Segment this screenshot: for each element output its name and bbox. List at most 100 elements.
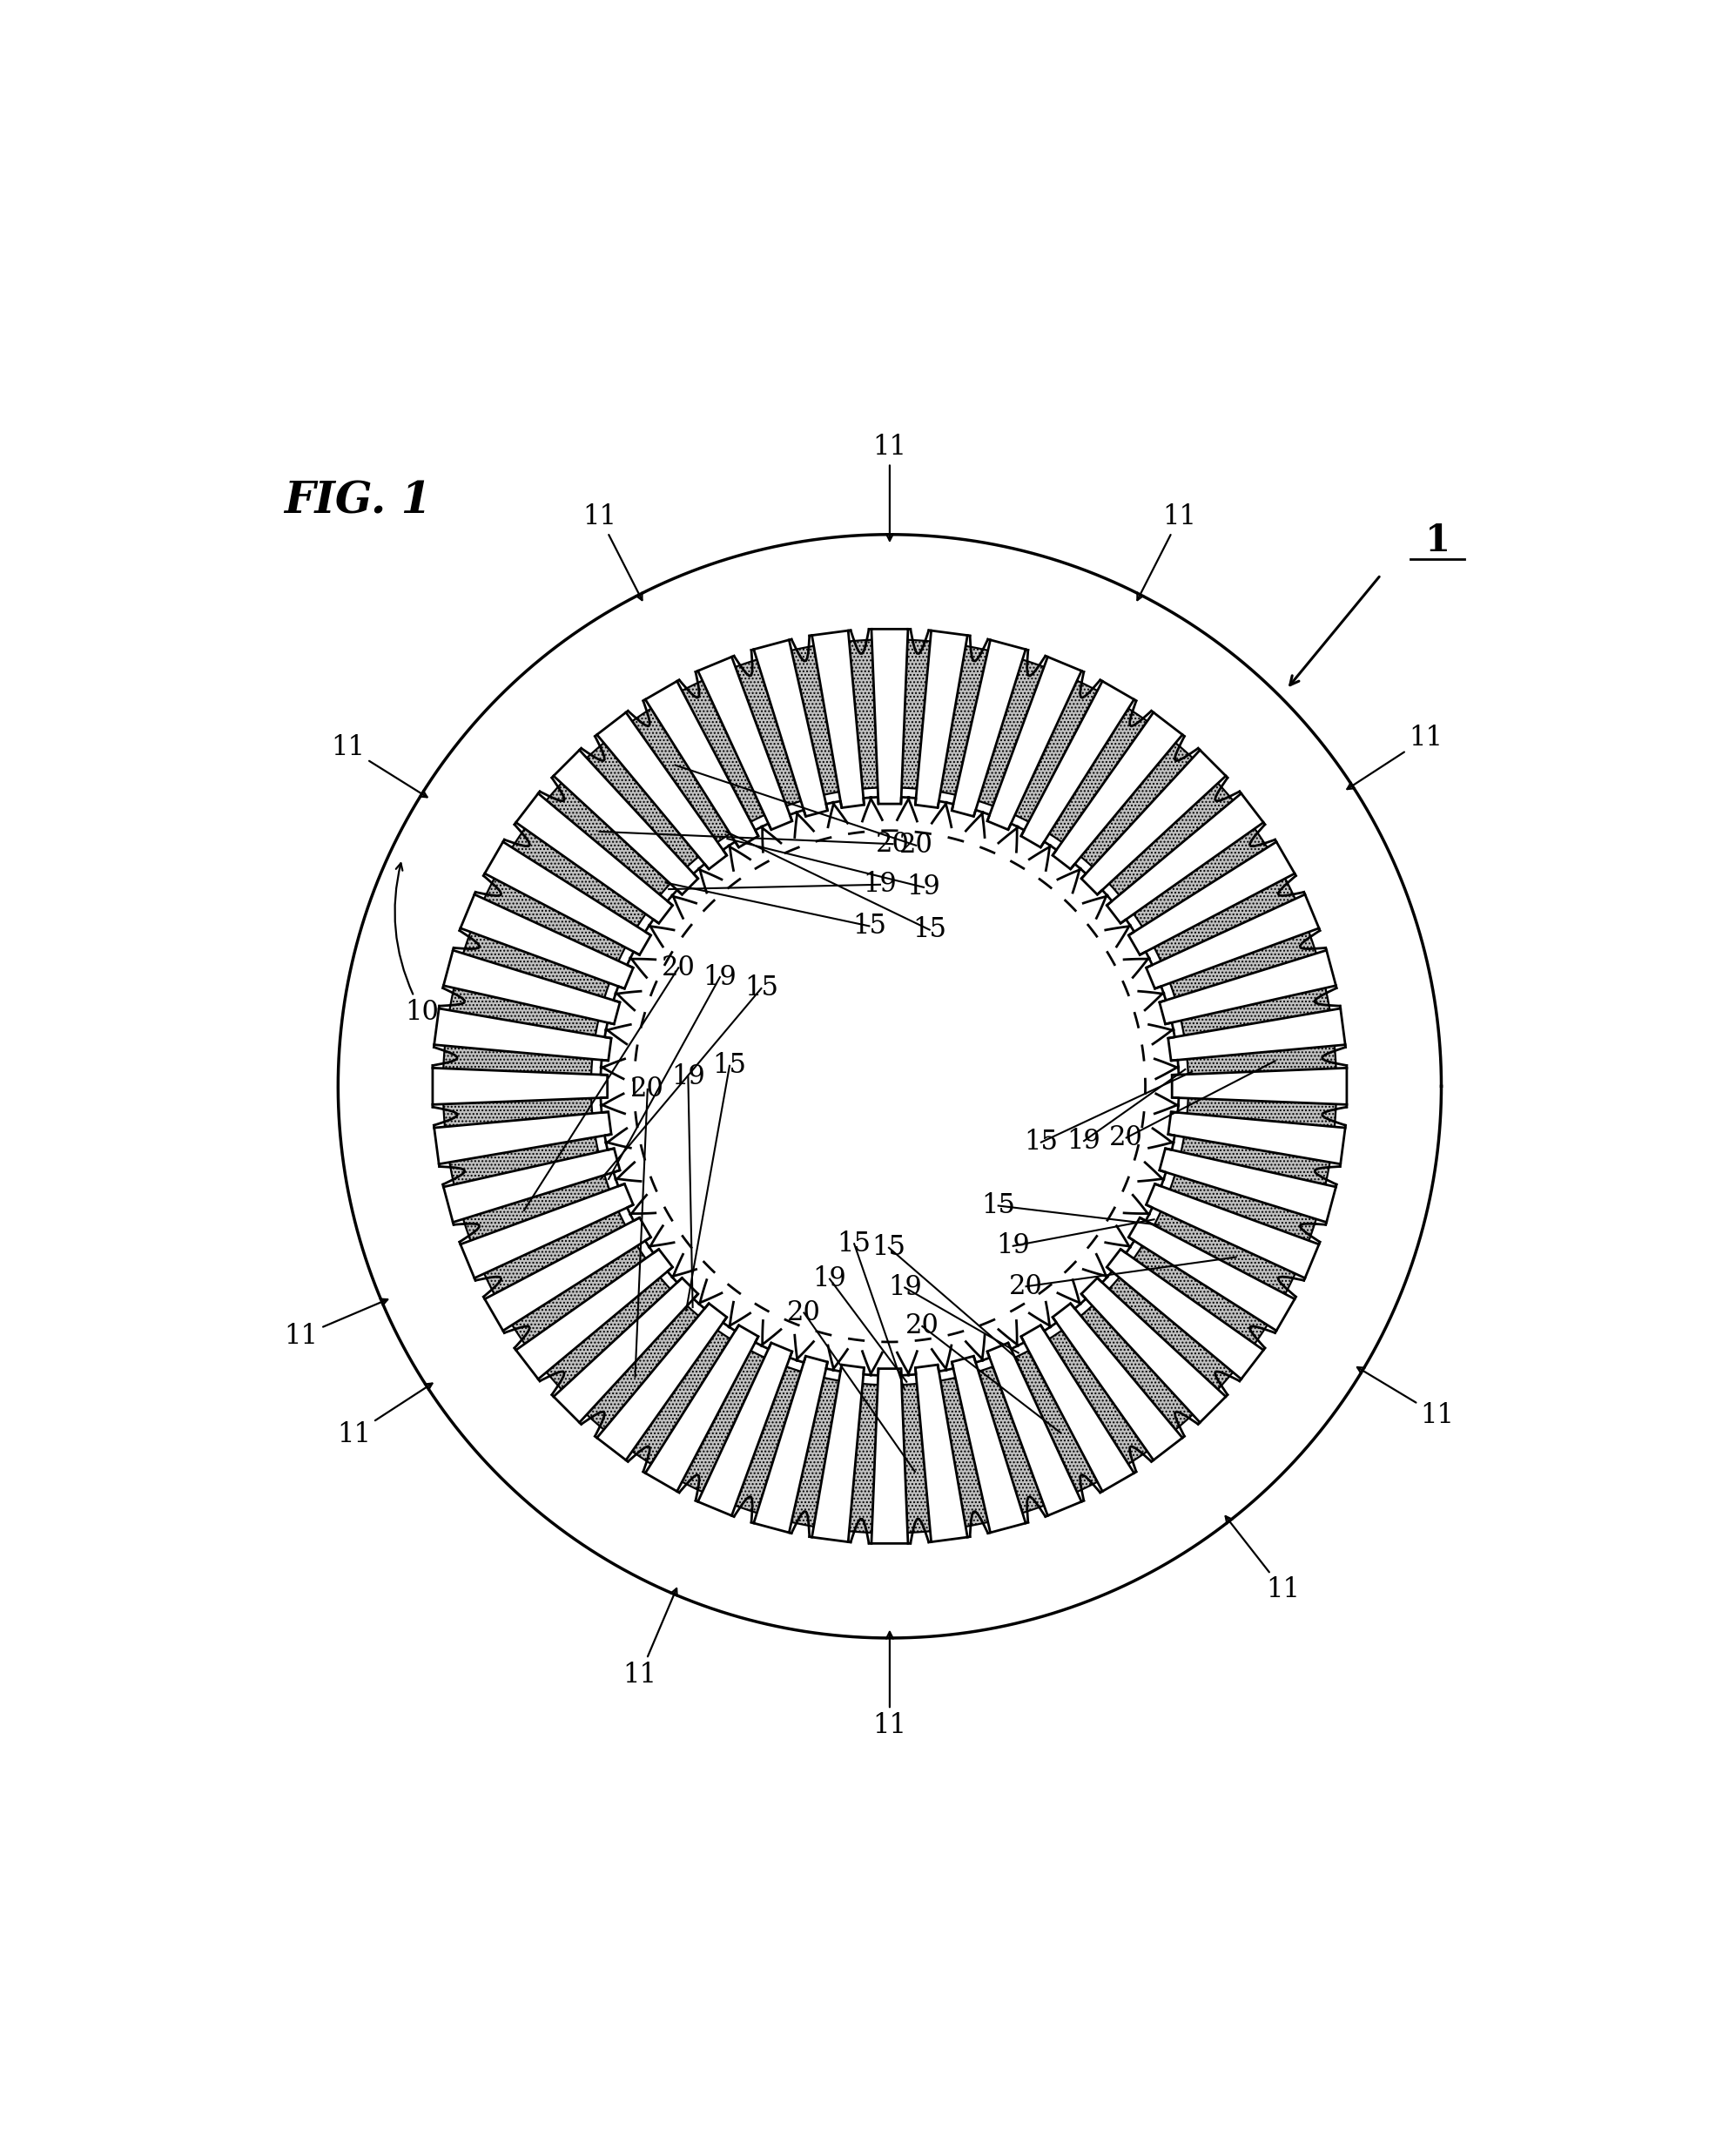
Polygon shape [1168,1112,1345,1164]
Polygon shape [951,1355,1026,1534]
Polygon shape [1180,987,1330,1037]
Text: 20: 20 [899,832,932,858]
Polygon shape [812,630,865,809]
Polygon shape [1014,680,1099,822]
Polygon shape [516,1250,672,1379]
Polygon shape [1082,751,1226,895]
Polygon shape [977,660,1045,807]
Text: 20: 20 [877,830,910,858]
Polygon shape [443,1097,592,1127]
Text: 11: 11 [1226,1516,1300,1602]
Polygon shape [1052,712,1182,869]
Polygon shape [554,751,698,895]
Text: 11: 11 [623,1587,677,1689]
Text: 15: 15 [871,1235,906,1260]
Polygon shape [1080,1306,1193,1430]
Polygon shape [1021,682,1134,847]
Text: 20: 20 [630,1076,665,1103]
Text: 11: 11 [332,733,427,798]
Polygon shape [432,1067,608,1106]
Polygon shape [734,1366,802,1512]
Polygon shape [681,680,766,822]
Text: 11: 11 [285,1299,387,1349]
Polygon shape [847,1383,878,1534]
Polygon shape [512,828,646,927]
Polygon shape [871,1368,908,1544]
Polygon shape [698,1342,792,1516]
Polygon shape [1187,1045,1337,1076]
Polygon shape [1052,1304,1182,1461]
Polygon shape [545,1278,670,1390]
Polygon shape [646,1325,759,1491]
Polygon shape [1014,1351,1099,1493]
Polygon shape [1180,1136,1330,1185]
Polygon shape [646,682,759,847]
Polygon shape [443,951,620,1024]
Text: 20: 20 [1109,1125,1144,1151]
Polygon shape [1082,1278,1226,1422]
Text: 19: 19 [906,873,941,901]
Polygon shape [1146,1183,1319,1278]
Polygon shape [901,639,932,789]
Polygon shape [1134,828,1267,927]
Polygon shape [790,1377,840,1527]
Polygon shape [434,1009,611,1060]
Polygon shape [847,639,878,789]
Polygon shape [1154,878,1295,961]
Text: 19: 19 [863,871,898,899]
Text: 20: 20 [786,1299,821,1327]
Text: 15: 15 [837,1230,871,1258]
Polygon shape [339,533,1441,1639]
Polygon shape [597,712,727,869]
Polygon shape [1109,783,1234,895]
Polygon shape [545,783,670,895]
Polygon shape [484,878,625,961]
Polygon shape [460,895,634,989]
Text: 19: 19 [703,964,736,992]
Polygon shape [812,1364,865,1542]
Polygon shape [554,1278,698,1422]
Polygon shape [460,1183,634,1278]
Polygon shape [1080,742,1193,867]
Text: 20: 20 [1009,1273,1043,1299]
Polygon shape [484,841,651,955]
Text: 11: 11 [583,503,642,600]
Polygon shape [939,1377,990,1527]
Text: 19: 19 [1068,1127,1101,1155]
Text: 19: 19 [672,1063,705,1091]
Polygon shape [464,931,609,998]
Text: 15: 15 [852,912,885,940]
Polygon shape [988,1342,1082,1516]
Polygon shape [1172,1067,1347,1106]
Polygon shape [516,794,672,923]
Polygon shape [450,1136,599,1185]
Polygon shape [1049,708,1147,843]
Text: 15: 15 [981,1192,1016,1220]
Polygon shape [698,656,792,830]
Polygon shape [1049,1329,1147,1465]
Text: 11: 11 [1137,503,1196,600]
Polygon shape [1134,1245,1267,1344]
Text: 1: 1 [1425,523,1450,559]
Polygon shape [484,1217,651,1331]
Polygon shape [587,1306,700,1430]
Polygon shape [1128,1217,1295,1331]
Polygon shape [753,1355,828,1534]
Text: FIG. 1: FIG. 1 [285,480,432,523]
Polygon shape [1108,794,1264,923]
Polygon shape [1170,1174,1316,1241]
Polygon shape [450,987,599,1037]
Polygon shape [434,1112,611,1164]
Polygon shape [443,1149,620,1222]
Text: 19: 19 [812,1265,847,1293]
Text: 15: 15 [745,974,778,1002]
Text: 20: 20 [906,1312,939,1340]
Polygon shape [443,1045,592,1076]
Polygon shape [632,708,731,843]
Text: 10: 10 [394,863,439,1026]
Text: 11: 11 [873,1633,906,1738]
Polygon shape [1160,1149,1337,1222]
Polygon shape [1160,951,1337,1024]
Polygon shape [1154,1211,1295,1295]
Polygon shape [915,1364,967,1542]
